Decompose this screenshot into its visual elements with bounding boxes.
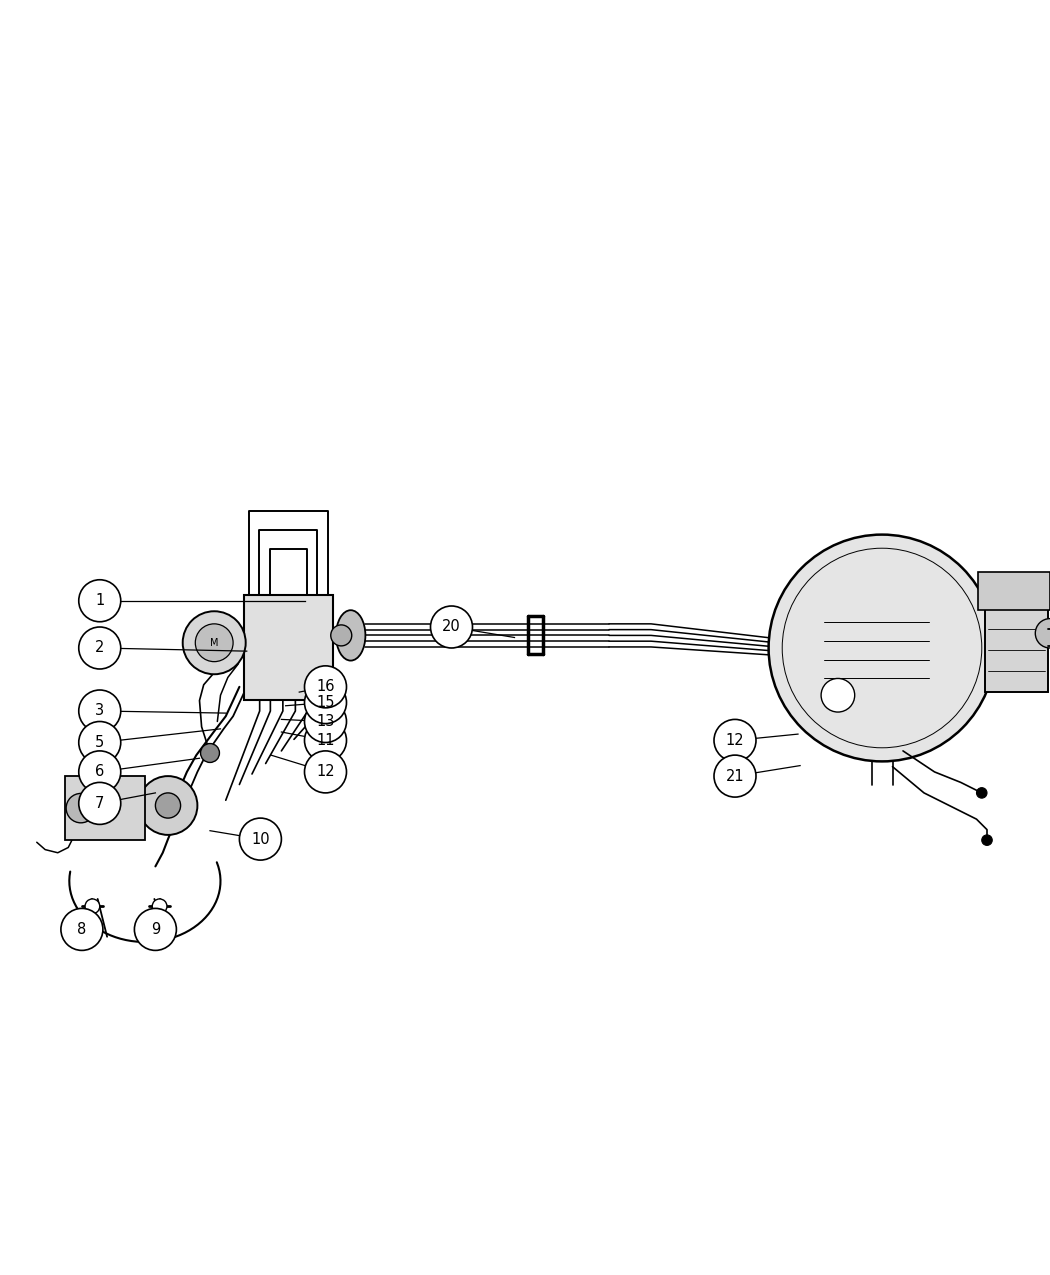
Text: 12: 12	[726, 733, 744, 748]
Text: 2: 2	[96, 640, 104, 655]
Text: 11: 11	[316, 733, 335, 748]
Text: 1: 1	[96, 593, 104, 608]
Circle shape	[79, 751, 121, 793]
Circle shape	[134, 908, 176, 950]
Circle shape	[331, 625, 352, 646]
Circle shape	[85, 899, 100, 914]
Text: 7: 7	[96, 796, 104, 811]
Text: M: M	[210, 638, 218, 648]
Circle shape	[1035, 618, 1050, 648]
Text: 8: 8	[78, 922, 86, 937]
Circle shape	[195, 623, 233, 662]
FancyBboxPatch shape	[985, 608, 1048, 692]
Circle shape	[304, 666, 347, 708]
Text: 10: 10	[251, 831, 270, 847]
Circle shape	[61, 908, 103, 950]
Circle shape	[155, 793, 181, 819]
Circle shape	[66, 793, 96, 822]
Circle shape	[982, 835, 992, 845]
FancyBboxPatch shape	[978, 572, 1050, 611]
Text: 9: 9	[151, 922, 160, 937]
Circle shape	[714, 719, 756, 761]
Circle shape	[79, 690, 121, 732]
Circle shape	[714, 755, 756, 797]
Circle shape	[430, 606, 473, 648]
Text: 21: 21	[726, 769, 744, 784]
Circle shape	[821, 678, 855, 711]
Circle shape	[79, 722, 121, 764]
FancyBboxPatch shape	[65, 776, 145, 840]
Circle shape	[79, 580, 121, 622]
Circle shape	[304, 719, 347, 761]
Ellipse shape	[336, 611, 365, 660]
Text: 12: 12	[316, 765, 335, 779]
Text: 13: 13	[316, 714, 335, 729]
Circle shape	[304, 700, 347, 742]
Circle shape	[139, 776, 197, 835]
Text: 16: 16	[316, 680, 335, 695]
Circle shape	[304, 751, 347, 793]
Text: 6: 6	[96, 765, 104, 779]
Text: 3: 3	[96, 704, 104, 719]
Circle shape	[769, 534, 995, 761]
Circle shape	[79, 783, 121, 825]
Circle shape	[79, 627, 121, 669]
Circle shape	[976, 788, 987, 798]
Text: 15: 15	[316, 695, 335, 710]
FancyBboxPatch shape	[244, 595, 333, 700]
Text: 5: 5	[96, 734, 104, 750]
Circle shape	[304, 682, 347, 724]
Circle shape	[239, 819, 281, 861]
Circle shape	[183, 611, 246, 674]
Text: 20: 20	[442, 620, 461, 635]
Circle shape	[201, 743, 219, 762]
Circle shape	[152, 899, 167, 914]
